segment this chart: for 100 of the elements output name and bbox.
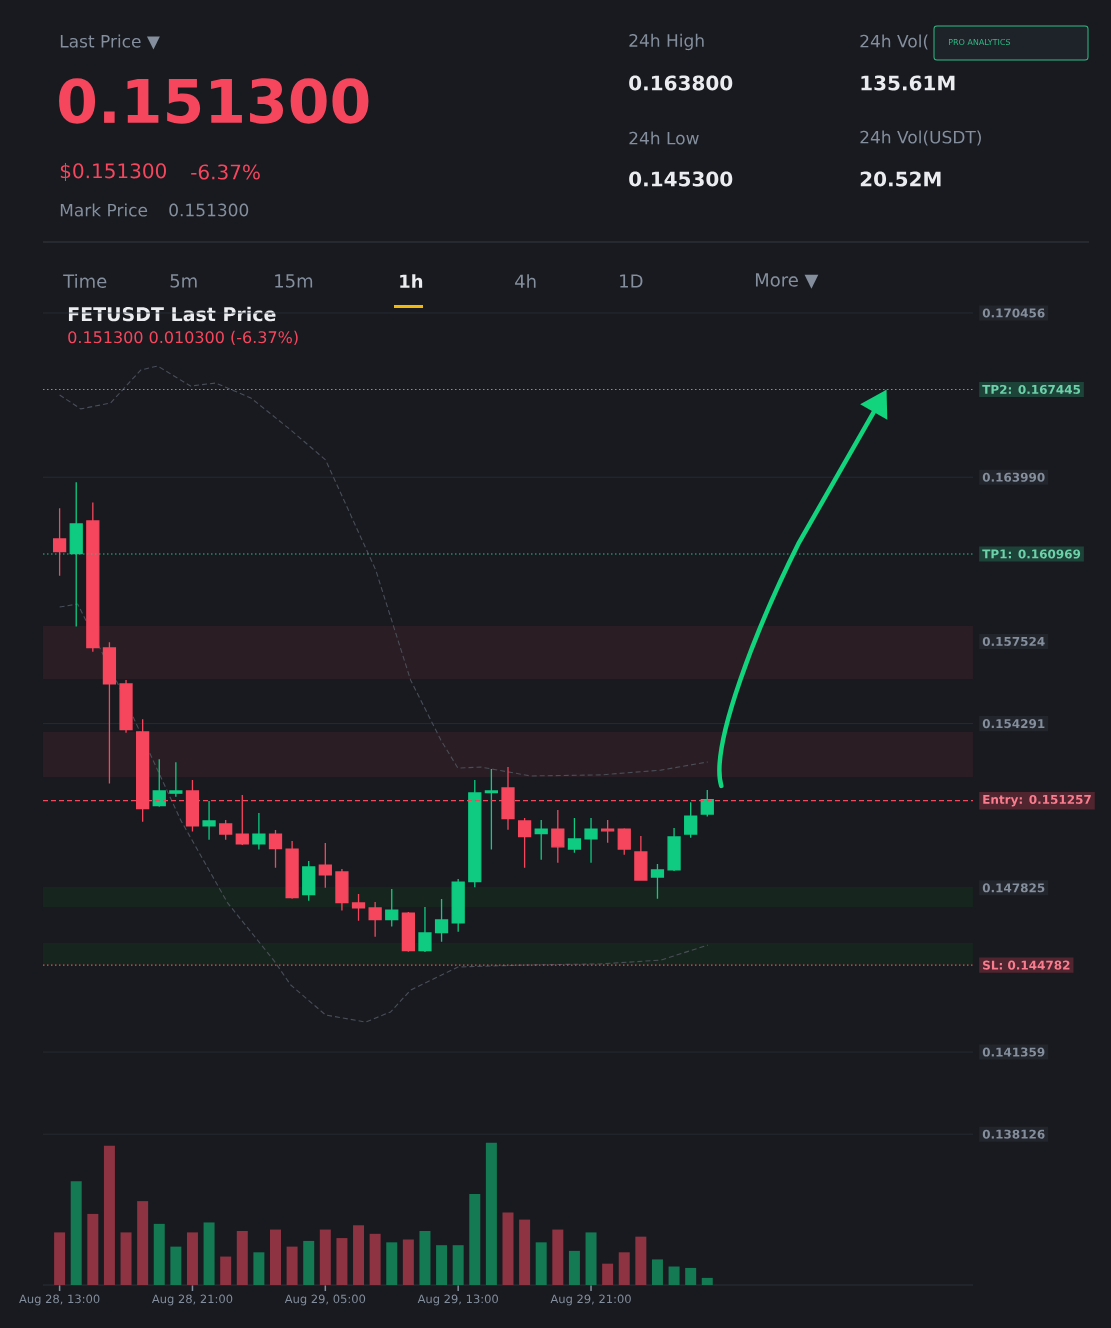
bar bbox=[369, 1233, 381, 1285]
bar bbox=[568, 1250, 580, 1285]
bar bbox=[386, 1242, 398, 1285]
bar bbox=[685, 1267, 697, 1285]
bar bbox=[303, 1240, 315, 1285]
bar bbox=[186, 1232, 198, 1285]
ref-line-label: SL: 0.144782 bbox=[983, 960, 1070, 970]
bar bbox=[618, 1252, 630, 1285]
bar bbox=[701, 1277, 713, 1285]
y-tick-label: 0.157524 bbox=[982, 636, 1045, 647]
candlestick bbox=[318, 842, 332, 889]
bar bbox=[220, 1256, 232, 1285]
bar bbox=[602, 1263, 614, 1285]
bar bbox=[203, 1222, 215, 1285]
bar bbox=[469, 1194, 481, 1285]
text: 0.151300 0.010300 (-6.37%) bbox=[68, 330, 298, 346]
bar bbox=[103, 1145, 115, 1285]
candlestick bbox=[684, 801, 698, 839]
bar bbox=[87, 1213, 99, 1285]
text: 0.151300 bbox=[59, 78, 369, 124]
candlestick bbox=[252, 812, 266, 851]
bar bbox=[236, 1230, 248, 1285]
text: 1h bbox=[400, 274, 423, 288]
candlestick bbox=[368, 901, 382, 938]
text: Time bbox=[63, 274, 107, 288]
candlestick bbox=[634, 835, 648, 882]
candlestick bbox=[268, 829, 283, 869]
candlestick bbox=[169, 761, 183, 798]
text: $0.151300 bbox=[60, 162, 166, 182]
bar bbox=[552, 1229, 564, 1285]
bar bbox=[170, 1246, 182, 1285]
text: 1D bbox=[620, 274, 643, 288]
candlestick bbox=[285, 840, 299, 900]
bar bbox=[402, 1239, 414, 1285]
bar bbox=[253, 1252, 265, 1285]
bar bbox=[54, 1232, 66, 1285]
text: 24h Vol(USDT) bbox=[860, 130, 981, 146]
x-tick-label: Aug 29, 05:00 bbox=[284, 1294, 366, 1306]
bar bbox=[535, 1242, 547, 1285]
y-tick-label: 0.154291 bbox=[982, 719, 1045, 729]
text: Mark Price bbox=[60, 203, 148, 217]
candlestick bbox=[401, 911, 415, 953]
text: 20.52M bbox=[860, 171, 941, 187]
candlestick bbox=[119, 679, 133, 734]
text: More ▼ bbox=[755, 273, 819, 289]
bar bbox=[353, 1225, 365, 1285]
candlestick bbox=[517, 817, 532, 869]
bar bbox=[270, 1229, 281, 1285]
text: 0.151300 bbox=[169, 203, 249, 217]
text: 15m bbox=[275, 274, 313, 288]
bar bbox=[319, 1229, 331, 1285]
x-tick-label: Aug 29, 13:00 bbox=[417, 1294, 498, 1306]
bar bbox=[137, 1201, 149, 1285]
candlestick bbox=[567, 817, 582, 854]
candlestick bbox=[202, 800, 216, 841]
candlestick bbox=[584, 817, 598, 864]
candlestick bbox=[418, 906, 432, 953]
bar bbox=[668, 1266, 680, 1285]
bar bbox=[635, 1236, 647, 1285]
x-tick-label: Aug 28, 13:00 bbox=[19, 1294, 100, 1306]
text: 0.163800 bbox=[629, 75, 733, 91]
bar bbox=[153, 1223, 165, 1285]
candlestick bbox=[451, 878, 465, 933]
text: 135.61M bbox=[861, 75, 955, 91]
candlestick bbox=[335, 868, 349, 912]
text: 24h Low bbox=[629, 131, 699, 145]
text: 24h Vol( bbox=[860, 34, 928, 50]
text: 0.145300 bbox=[629, 171, 733, 187]
candlestick bbox=[86, 501, 100, 653]
bar bbox=[70, 1181, 82, 1285]
bar bbox=[585, 1232, 597, 1285]
text: 24h High bbox=[629, 33, 704, 51]
candlestick bbox=[650, 863, 665, 900]
candlestick bbox=[152, 758, 166, 808]
candlestick bbox=[534, 819, 548, 861]
bar bbox=[419, 1230, 431, 1285]
candlestick bbox=[69, 481, 83, 628]
bar bbox=[120, 1232, 132, 1285]
y-tick-label: 0.163990 bbox=[982, 472, 1045, 482]
candlestick bbox=[434, 898, 449, 943]
bar bbox=[336, 1238, 348, 1285]
candlestick bbox=[102, 641, 117, 785]
bar bbox=[286, 1246, 298, 1285]
bar bbox=[502, 1212, 514, 1285]
bar bbox=[452, 1245, 464, 1285]
candlestick bbox=[700, 789, 714, 818]
candlestick bbox=[219, 819, 233, 841]
text: -6.37% bbox=[191, 164, 260, 180]
x-tick-label: Aug 29, 21:00 bbox=[550, 1294, 631, 1306]
candlestick bbox=[667, 827, 681, 872]
y-tick-label: 0.147825 bbox=[982, 883, 1045, 893]
bar bbox=[436, 1245, 448, 1285]
candlestick bbox=[617, 827, 631, 856]
ref-line-label: TP1: 0.160969 bbox=[982, 549, 1081, 559]
text: PRO ANALYTICS bbox=[948, 38, 1011, 46]
y-tick-label: 0.141359 bbox=[982, 1047, 1045, 1057]
y-tick-label: 0.138126 bbox=[982, 1129, 1045, 1139]
text: 4h bbox=[515, 274, 536, 288]
text: Last Price ▼ bbox=[60, 34, 160, 50]
bar bbox=[485, 1142, 497, 1285]
